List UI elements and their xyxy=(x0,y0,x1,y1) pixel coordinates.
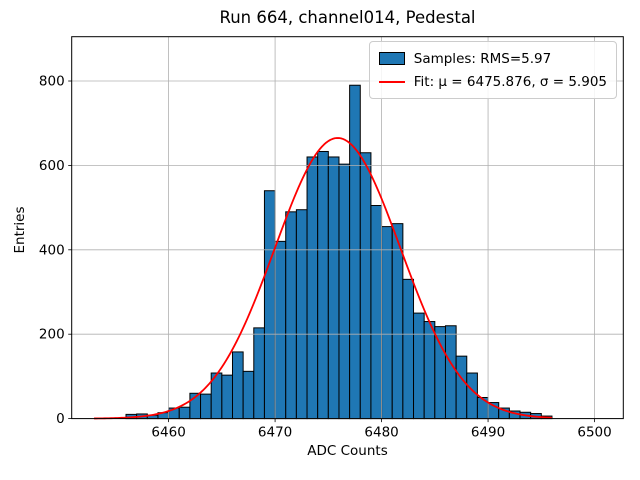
histogram-bar xyxy=(423,321,436,420)
histogram-bar xyxy=(253,327,265,420)
legend-row-fit: Fit: μ = 6475.876, σ = 5.905 xyxy=(378,70,607,93)
histogram-bar xyxy=(349,84,361,420)
histogram-bar xyxy=(274,240,287,420)
x-tick-label: 6490 xyxy=(471,425,505,441)
legend-row-samples: Samples: RMS=5.97 xyxy=(378,47,607,70)
histogram-bar xyxy=(338,163,351,420)
x-tick-label: 6460 xyxy=(151,425,185,441)
histogram-bar xyxy=(317,150,329,420)
histogram-bar xyxy=(370,205,383,420)
chart-title: Run 664, channel014, Pedestal xyxy=(219,8,476,27)
histogram-bar xyxy=(381,226,393,420)
histogram-bar xyxy=(434,326,446,420)
histogram-bar xyxy=(295,209,308,420)
histogram-bar xyxy=(178,406,191,420)
fit-line-swatch-icon xyxy=(378,80,405,83)
x-tick-label: 6480 xyxy=(364,425,398,441)
histogram-bar xyxy=(231,351,244,420)
y-tick-label: 400 xyxy=(39,242,65,258)
samples-swatch-icon xyxy=(378,52,405,65)
y-tick-label: 800 xyxy=(39,74,65,90)
y-axis-label: Entries xyxy=(12,206,28,254)
y-tick-label: 0 xyxy=(56,411,65,427)
y-tick-label: 600 xyxy=(39,158,65,174)
histogram-bar xyxy=(327,156,340,420)
legend-label-samples: Samples: RMS=5.97 xyxy=(413,50,552,67)
histogram-bar xyxy=(200,393,212,420)
histogram-bar xyxy=(359,152,372,420)
histogram-bar xyxy=(285,211,297,420)
y-tick-label: 200 xyxy=(39,327,65,343)
histogram-bar xyxy=(402,278,415,420)
histogram-bar xyxy=(263,190,276,420)
axes-spines xyxy=(71,36,624,420)
legend: Samples: RMS=5.97 Fit: μ = 6475.876, σ =… xyxy=(368,41,617,99)
histogram-bar xyxy=(466,372,478,420)
fit-curve xyxy=(94,137,552,420)
histogram-bar xyxy=(455,355,468,420)
histogram-bar xyxy=(444,325,457,420)
histogram-bar xyxy=(221,374,234,420)
x-tick-label: 6500 xyxy=(577,425,611,441)
histogram-bar xyxy=(242,370,255,420)
histogram-bar xyxy=(306,156,319,420)
legend-label-fit: Fit: μ = 6475.876, σ = 5.905 xyxy=(413,73,607,90)
histogram-bar xyxy=(413,312,425,420)
x-axis-label: ADC Counts xyxy=(307,443,388,459)
x-tick-label: 6470 xyxy=(258,425,292,441)
